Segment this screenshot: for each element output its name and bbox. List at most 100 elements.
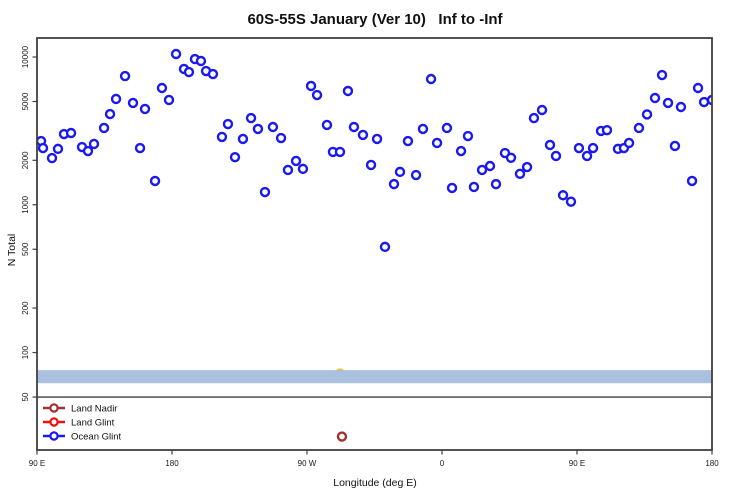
- ocean-glint-point: [156, 82, 168, 94]
- ocean-glint-point: [425, 73, 437, 85]
- ocean-glint-point: [237, 133, 249, 145]
- x-tick-label: 90 W: [298, 459, 317, 468]
- ocean-glint-point: [587, 142, 599, 154]
- ocean-glint-point: [259, 186, 271, 198]
- ocean-glint-point: [357, 129, 369, 141]
- ocean-glint-point: [371, 133, 383, 145]
- ocean-glint-point: [706, 94, 712, 106]
- legend-label: Land Nadir: [71, 404, 117, 415]
- ocean-glint-point: [550, 150, 562, 162]
- ocean-glint-point: [633, 122, 645, 134]
- ocean-glint-point: [98, 122, 110, 134]
- ocean-glint-point: [275, 132, 287, 144]
- y-tick-label: 500: [21, 242, 30, 256]
- x-tick-label: 90 E: [29, 459, 45, 468]
- ocean-glint-point: [649, 92, 661, 104]
- legend-entry: Land Nadir: [43, 403, 117, 415]
- ocean-glint-point: [379, 241, 391, 253]
- ocean-glint-point: [348, 121, 360, 133]
- ocean-glint-point: [686, 175, 698, 187]
- ocean-glint-point: [557, 190, 569, 201]
- ocean-glint-point: [334, 146, 346, 158]
- ocean-glint-point: [311, 89, 323, 101]
- ocean-glint-point: [455, 145, 467, 157]
- ocean-glint-point: [417, 123, 429, 135]
- x-tick-label: 0: [440, 459, 445, 468]
- ocean-glint-point: [139, 103, 151, 115]
- ocean-glint-point: [321, 119, 333, 131]
- ocean-glint-point: [65, 127, 77, 139]
- legend-marker-circle: [49, 431, 59, 441]
- ocean-glint-point: [110, 93, 122, 105]
- ocean-glint-point: [252, 123, 264, 135]
- ocean-glint-point: [623, 137, 635, 149]
- ocean-glint-point: [656, 69, 668, 81]
- ocean-glint-point: [410, 169, 422, 181]
- ocean-glint-point: [544, 139, 556, 151]
- ocean-glint-point: [365, 159, 377, 171]
- ocean-glint-point: [692, 82, 704, 94]
- ocean-glint-point: [163, 94, 175, 106]
- y-tick-label: 100: [21, 345, 30, 359]
- ocean-glint-point: [52, 143, 64, 155]
- ocean-glint-point: [601, 124, 613, 136]
- ocean-glint-point: [305, 80, 317, 92]
- ocean-glint-point: [134, 142, 146, 154]
- legend-marker-circle: [49, 403, 59, 413]
- ocean-glint-point: [282, 164, 294, 176]
- ocean-glint-point: [484, 160, 496, 172]
- y-tick-label: 5000: [21, 92, 30, 110]
- ocean-glint-point: [675, 101, 687, 113]
- legend-label: Ocean Glint: [71, 432, 122, 443]
- ocean-glint-point: [290, 155, 302, 167]
- ocean-glint-point: [119, 70, 131, 82]
- x-tick-label: 90 E: [569, 459, 585, 468]
- ocean-glint-point: [662, 97, 674, 109]
- ocean-glint-point: [267, 121, 279, 133]
- ocean-glint-point: [462, 130, 474, 142]
- plot-border: [36, 37, 713, 451]
- ocean-glint-point: [565, 196, 577, 207]
- x-tick-label: 180: [165, 459, 179, 468]
- ocean-glint-point: [641, 109, 653, 120]
- plot-area: [37, 48, 712, 442]
- highlight-band: [37, 370, 712, 384]
- ocean-glint-point: [505, 152, 517, 163]
- legend-label: Land Glint: [71, 418, 115, 429]
- ocean-glint-point: [536, 104, 548, 116]
- ocean-glint-point: [104, 108, 116, 120]
- ocean-glint-point: [441, 122, 453, 134]
- ocean-glint-point: [216, 131, 228, 143]
- legend-entry: Land Glint: [43, 417, 115, 429]
- ocean-glint-point: [402, 135, 414, 147]
- ocean-glint-point: [388, 178, 400, 190]
- ocean-glint-point: [342, 85, 354, 97]
- ocean-glint-point: [170, 48, 182, 60]
- ocean-glint-point: [446, 182, 458, 194]
- x-axis-title: Longitude (deg E): [333, 477, 417, 489]
- ocean-glint-point: [245, 112, 257, 124]
- ocean-glint-point: [476, 164, 488, 176]
- ocean-glint-point: [514, 168, 526, 180]
- y-tick-label: 200: [21, 301, 30, 315]
- x-tick-label: 180: [705, 459, 719, 468]
- ocean-glint-point: [698, 96, 710, 108]
- y-tick-label: 50: [21, 392, 30, 401]
- ocean-glint-point: [222, 118, 234, 130]
- ocean-glint-point: [149, 175, 161, 187]
- ocean-glint-point: [468, 181, 480, 193]
- ocean-glint-point: [394, 166, 406, 178]
- legend-entry: Ocean Glint: [43, 431, 122, 443]
- ocean-glint-point: [669, 140, 681, 152]
- ocean-glint-point: [37, 142, 49, 154]
- ocean-glint-point: [431, 137, 443, 149]
- ocean-glint-point: [229, 151, 241, 163]
- ocean-glint-point: [127, 97, 139, 109]
- ocean-glint-point: [195, 55, 207, 67]
- ocean-glint-point: [490, 178, 502, 190]
- ocean-glint-point: [88, 138, 100, 150]
- ocean-glint-point: [82, 145, 94, 157]
- ocean-glint-point: [183, 66, 195, 78]
- ocean-glint-point: [297, 163, 309, 175]
